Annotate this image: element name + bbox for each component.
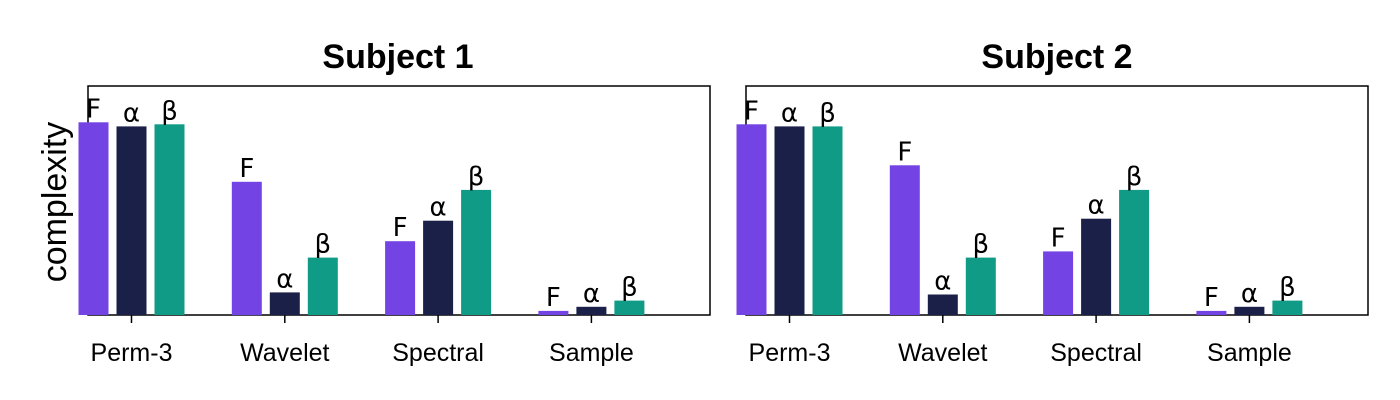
- subject-1-bars: [78, 122, 645, 316]
- bar-perm-3-beta: [154, 124, 185, 315]
- x-tick-label-sample: Sample: [1207, 339, 1292, 367]
- bar-label-spectral-f: F: [1051, 223, 1066, 253]
- bar-label-spectral-f: F: [393, 213, 408, 243]
- bar-spectral-beta: [461, 189, 492, 315]
- bar-label-sample-beta: β: [621, 273, 638, 303]
- bar-perm-3-f: [736, 124, 767, 315]
- bar-sample-f: [538, 310, 569, 315]
- bar-sample-f: [1196, 310, 1227, 315]
- bar-label-perm-3-beta: β: [819, 98, 836, 128]
- bar-sample-beta: [614, 300, 645, 315]
- bar-label-perm-3-f: F: [86, 94, 101, 124]
- bar-label-sample-f: F: [546, 283, 561, 313]
- bar-spectral-beta: [1119, 189, 1150, 315]
- bar-label-sample-alpha: α: [1241, 279, 1258, 309]
- bar-wavelet-alpha: [927, 294, 958, 315]
- bar-wavelet-f: [889, 165, 920, 315]
- bar-label-spectral-alpha: α: [430, 193, 447, 223]
- x-tick-label-wavelet: Wavelet: [898, 339, 987, 367]
- bar-spectral-alpha: [423, 220, 454, 315]
- subject-2-bars: [736, 124, 1303, 316]
- x-tick-label-wavelet: Wavelet: [240, 339, 329, 367]
- bar-sample-beta: [1272, 300, 1303, 315]
- x-tick-label-spectral: Spectral: [392, 339, 484, 367]
- bar-spectral-f: [1043, 251, 1074, 315]
- bar-label-sample-beta: β: [1279, 273, 1296, 303]
- subject-2-title: Subject 2: [981, 38, 1132, 76]
- y-axis-label: complexity: [36, 122, 74, 283]
- bar-perm-3-alpha: [116, 126, 147, 316]
- subject-1-title: Subject 1: [322, 38, 473, 76]
- bar-wavelet-alpha: [269, 292, 300, 315]
- bar-perm-3-alpha: [774, 126, 805, 316]
- x-tick-label-perm-3: Perm-3: [749, 339, 831, 367]
- bar-label-wavelet-beta: β: [315, 230, 332, 260]
- bar-label-spectral-beta: β: [468, 162, 485, 192]
- bar-label-wavelet-alpha: α: [934, 267, 951, 297]
- bar-label-wavelet-alpha: α: [276, 264, 293, 294]
- x-tick-label-spectral: Spectral: [1050, 339, 1142, 367]
- bar-label-sample-alpha: α: [583, 279, 600, 309]
- bar-label-wavelet-beta: β: [973, 230, 990, 260]
- x-tick-label-perm-3: Perm-3: [91, 339, 173, 367]
- subject-2-x-axis: Perm-3 Wavelet Spectral Sample: [749, 315, 1292, 367]
- bar-label-perm-3-f: F: [744, 96, 759, 126]
- bar-wavelet-beta: [965, 257, 996, 315]
- bar-label-spectral-alpha: α: [1088, 191, 1105, 221]
- x-tick-label-sample: Sample: [549, 339, 634, 367]
- bar-label-perm-3-alpha: α: [781, 98, 798, 128]
- bar-wavelet-f: [231, 181, 262, 316]
- bar-perm-3-f: [78, 122, 109, 315]
- subject-1-x-axis: Perm-3 Wavelet Spectral Sample: [91, 315, 634, 367]
- bar-label-perm-3-beta: β: [161, 96, 178, 126]
- bar-wavelet-beta: [307, 257, 338, 315]
- bar-label-wavelet-f: F: [239, 154, 254, 184]
- bar-sample-alpha: [1234, 306, 1265, 315]
- bar-spectral-f: [385, 241, 416, 315]
- bar-label-sample-f: F: [1204, 283, 1219, 313]
- bar-spectral-alpha: [1081, 218, 1112, 315]
- bar-label-spectral-beta: β: [1126, 162, 1143, 192]
- bar-label-wavelet-f: F: [897, 137, 912, 167]
- bar-label-perm-3-alpha: α: [123, 98, 140, 128]
- bar-sample-alpha: [576, 306, 607, 315]
- bar-perm-3-beta: [812, 126, 843, 316]
